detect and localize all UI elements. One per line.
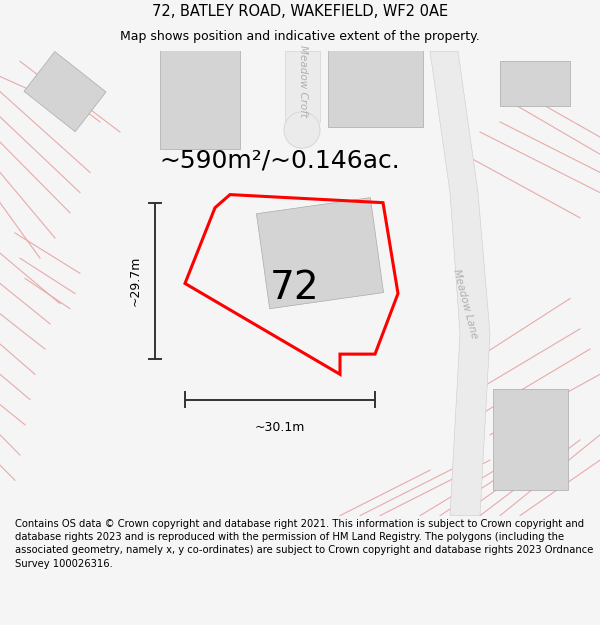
Text: Map shows position and indicative extent of the property.: Map shows position and indicative extent… — [120, 31, 480, 43]
Text: Meadow Lane: Meadow Lane — [451, 268, 479, 339]
Polygon shape — [24, 51, 106, 132]
Text: ~29.7m: ~29.7m — [128, 256, 142, 306]
Polygon shape — [500, 61, 570, 106]
Polygon shape — [160, 38, 240, 149]
Polygon shape — [256, 198, 383, 309]
Polygon shape — [328, 46, 422, 127]
Text: ~30.1m: ~30.1m — [255, 421, 305, 434]
Polygon shape — [285, 51, 320, 122]
Text: Meadow Croft: Meadow Croft — [298, 46, 308, 118]
Text: 72, BATLEY ROAD, WAKEFIELD, WF2 0AE: 72, BATLEY ROAD, WAKEFIELD, WF2 0AE — [152, 4, 448, 19]
Text: 72: 72 — [270, 269, 320, 308]
Polygon shape — [493, 389, 568, 491]
Text: ~590m²/~0.146ac.: ~590m²/~0.146ac. — [160, 148, 400, 173]
Polygon shape — [430, 51, 490, 516]
Text: Contains OS data © Crown copyright and database right 2021. This information is : Contains OS data © Crown copyright and d… — [15, 519, 593, 569]
Polygon shape — [284, 112, 320, 148]
